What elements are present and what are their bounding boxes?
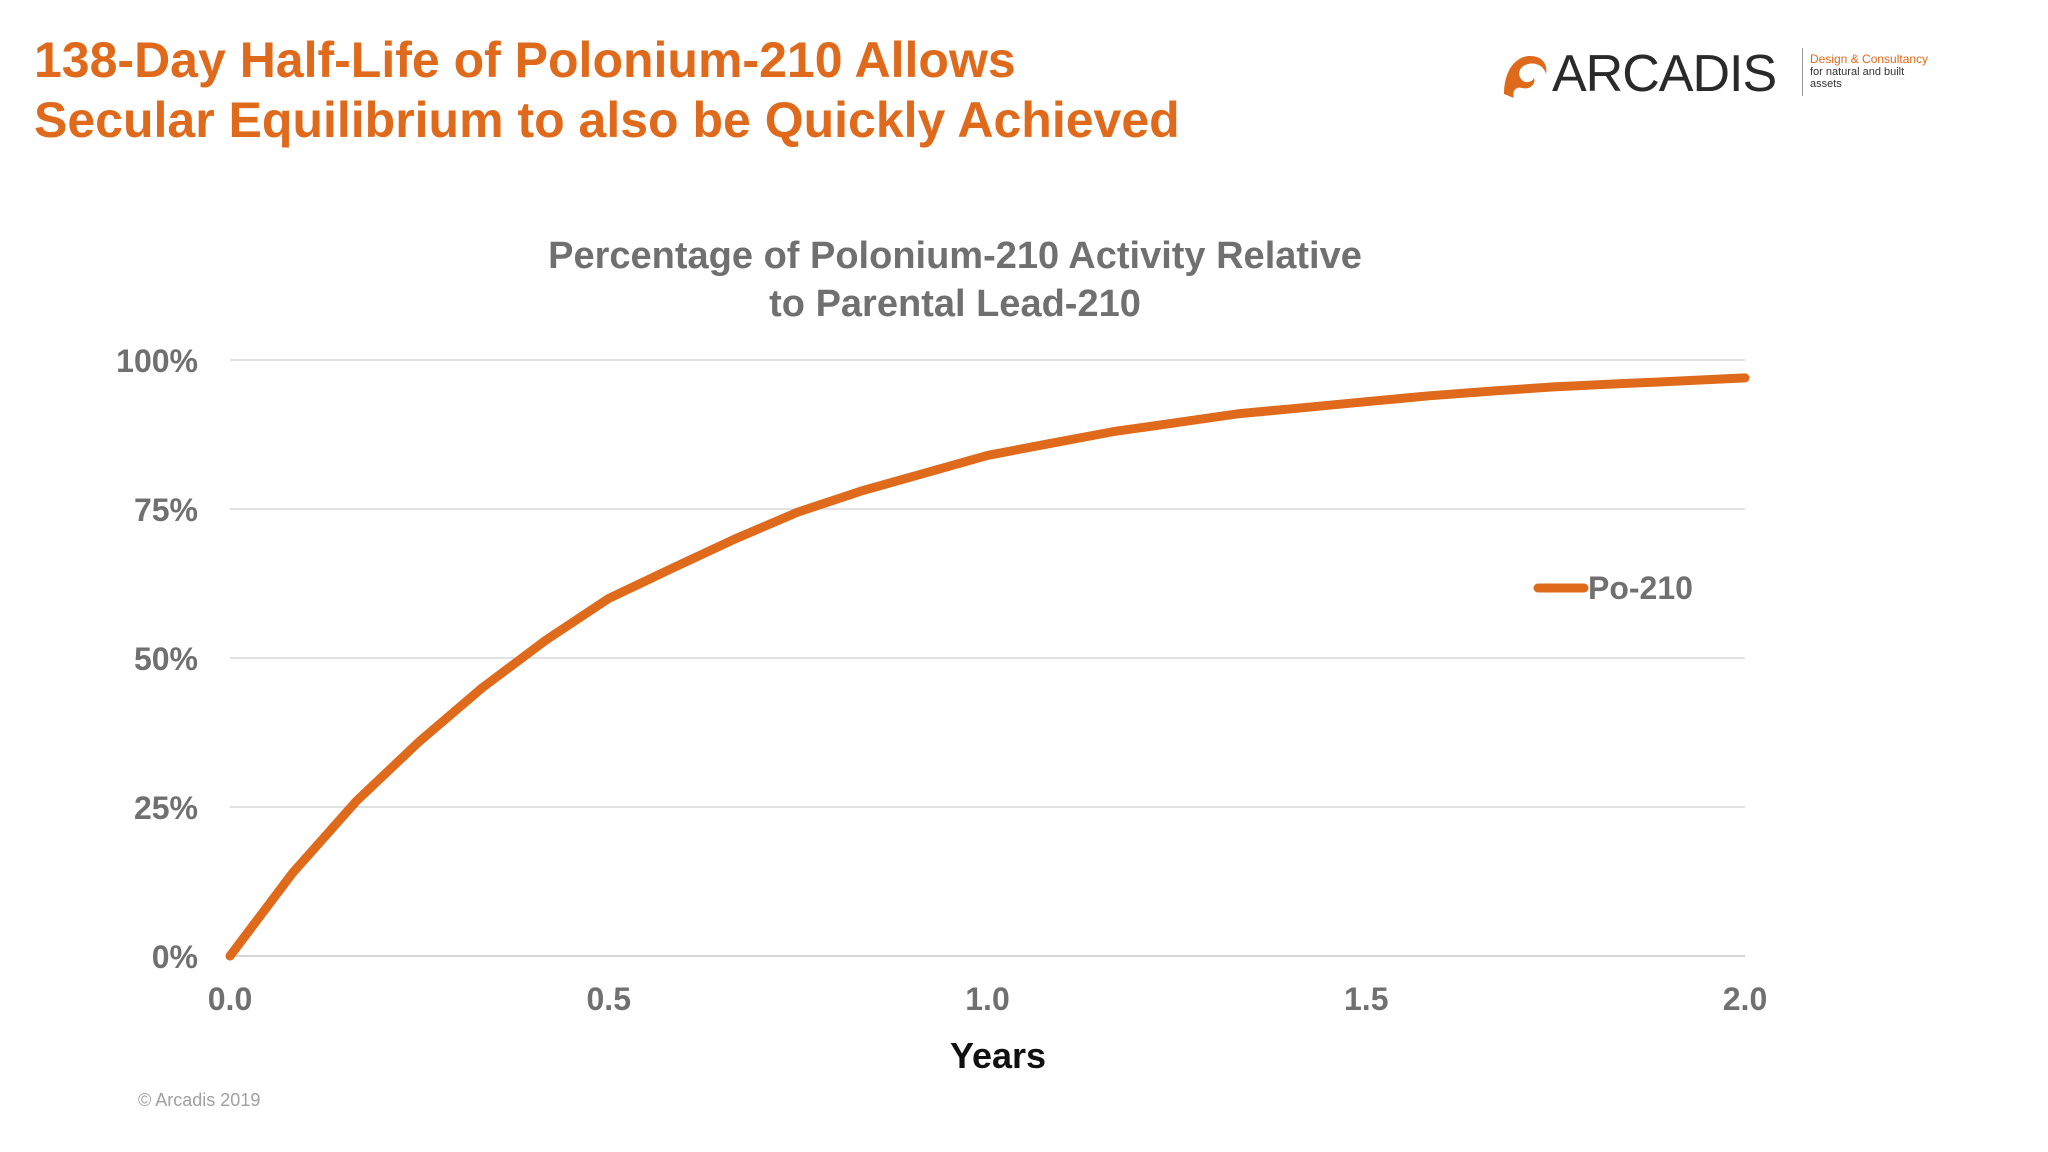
- arcadis-swirl-icon: [1504, 56, 1547, 98]
- x-tick-label: 0.0: [208, 981, 252, 1017]
- slide-title-line-2: Secular Equilibrium to also be Quickly A…: [34, 92, 1180, 148]
- x-axis-label: Years: [950, 1035, 1046, 1076]
- copyright-footer: © Arcadis 2019: [138, 1090, 261, 1110]
- legend-label: Po-210: [1588, 570, 1693, 606]
- y-tick-label: 50%: [134, 641, 198, 677]
- x-tick-label: 1.5: [1344, 981, 1388, 1017]
- series-line-po-210: [225, 373, 1750, 961]
- x-tick-label: 1.0: [965, 981, 1009, 1017]
- slide-title: 138-Day Half-Life of Polonium-210 Allows…: [34, 30, 1434, 150]
- x-tick-label: 0.5: [587, 981, 631, 1017]
- chart-title-line-2: to Parental Lead-210: [769, 283, 1141, 325]
- y-tick-label: 100%: [116, 343, 198, 379]
- logo-divider: [1802, 48, 1803, 96]
- slide-title-line-1: 138-Day Half-Life of Polonium-210 Allows: [34, 32, 1016, 88]
- y-tick-label: 0%: [152, 939, 198, 975]
- x-tick-label: 2.0: [1723, 981, 1767, 1017]
- y-tick-label: 25%: [134, 790, 198, 826]
- chart-title-line-1: Percentage of Polonium-210 Activity Rela…: [548, 235, 1362, 277]
- logo-wordmark: ARCADIS: [1552, 45, 1777, 103]
- logo-tagline-2: for natural and built assets: [1810, 66, 1905, 90]
- y-tick-label: 75%: [134, 492, 198, 528]
- logo-tagline-1: Design & Consultancy: [1810, 52, 1929, 66]
- arcadis-logo: ARCADIS Design & Consultancy for natural…: [1500, 44, 1960, 104]
